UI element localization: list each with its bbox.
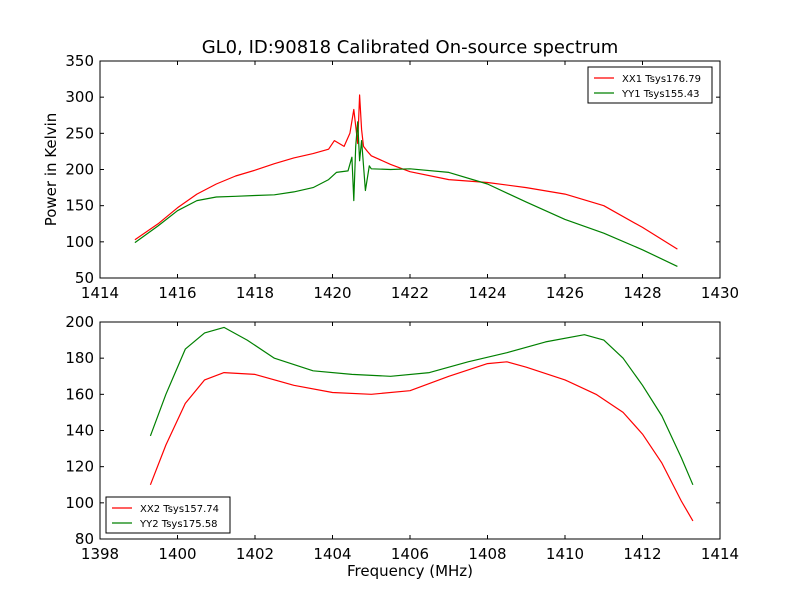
x-tick-label: 1414 (701, 545, 739, 563)
x-tick-label: 1422 (391, 284, 429, 302)
y-tick-label: 150 (65, 197, 94, 215)
y-tick-label: 160 (65, 385, 94, 403)
y-tick-label: 100 (65, 494, 94, 512)
legend: XX2 Tsys157.74 YY2 Tsys175.58 (105, 496, 231, 534)
x-tick-label: 1426 (546, 284, 584, 302)
y-tick-label: 100 (65, 233, 94, 251)
y-tick-label: 120 (65, 458, 94, 476)
y-tick-label: 250 (65, 124, 94, 142)
x-axis-label: Frequency (MHz) (347, 562, 473, 580)
y-axis-label: Power in Kelvin (42, 113, 60, 227)
y-tick-label: 350 (65, 52, 94, 70)
legend-label: YY2 Tsys175.58 (139, 519, 218, 530)
x-tick-label: 1430 (701, 284, 739, 302)
bottom-panel: 1398 1400 1402 1404 1406 1408 1410 1412 1414 80 10… (65, 313, 739, 580)
y-tick-label: 200 (65, 313, 94, 331)
x-tick-label: 1416 (158, 284, 196, 302)
y-tick-label: 200 (65, 161, 94, 179)
y-tick-label: 140 (65, 422, 94, 440)
x-tick-label: 1420 (313, 284, 351, 302)
legend-label: XX2 Tsys157.74 (140, 504, 219, 515)
series-line-top-2 (134, 121, 678, 267)
y-tick-label: 50 (75, 269, 94, 287)
x-tick-label: 1398 (81, 545, 119, 563)
y-tick-label: 300 (65, 88, 94, 106)
x-tick-label: 1412 (623, 545, 661, 563)
x-tick-label: 1410 (546, 545, 584, 563)
legend-label: XX1 Tsys176.79 (622, 74, 701, 85)
legend-box (587, 66, 713, 104)
legend-box (105, 496, 231, 534)
x-tick-label: 1408 (468, 545, 506, 563)
x-tick-label: 1404 (313, 545, 351, 563)
x-tick-label: 1406 (391, 545, 429, 563)
x-tick-label: 1414 (81, 284, 119, 302)
series-line-bottom-1 (149, 361, 694, 522)
chart-title: GL0, ID:90818 Calibrated On-source spect… (202, 37, 619, 58)
x-tick-label: 1402 (236, 545, 274, 563)
legend: XX1 Tsys176.79 YY1 Tsys155.43 (587, 66, 713, 104)
x-tick-label: 1400 (158, 545, 196, 563)
series-line-bottom-2 (149, 326, 694, 486)
legend-label: YY1 Tsys155.43 (621, 89, 700, 100)
series-line-top-1 (134, 94, 678, 250)
x-tick-label: 1418 (236, 284, 274, 302)
x-tick-label: 1428 (623, 284, 661, 302)
x-tick-label: 1424 (468, 284, 506, 302)
top-panel: 1414 1416 1418 1420 1422 1424 1426 1428 1430 50 10… (42, 52, 739, 302)
y-tick-label: 180 (65, 349, 94, 367)
y-tick-label: 80 (75, 530, 94, 548)
